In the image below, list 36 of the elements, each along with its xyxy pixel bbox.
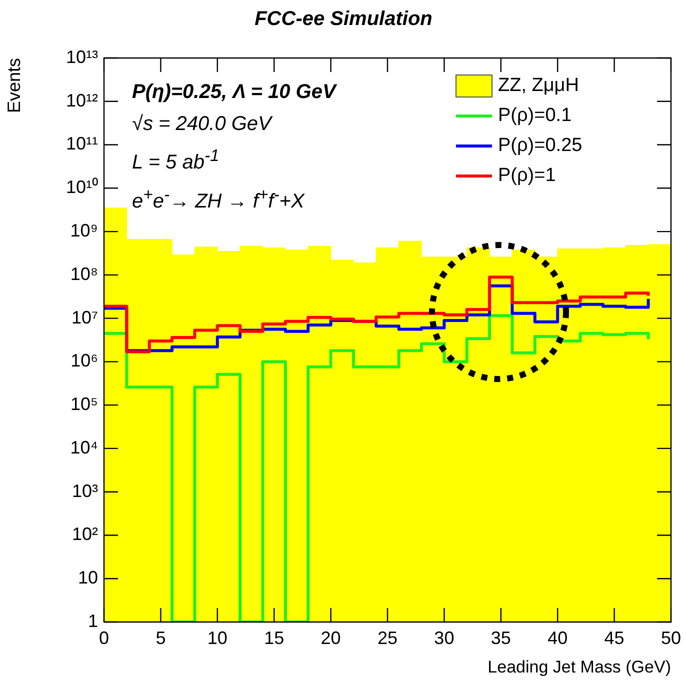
x-tick-label: 45 [604,628,624,648]
y-tick-label: 10 [78,568,98,588]
y-tick-label: 10¹² [66,90,98,110]
annotation: P(η)=0.25, Λ = 10 GeV [132,80,336,105]
y-tick-label: 10⁹ [70,220,98,241]
y-tick-label: 10⁵ [70,394,98,414]
legend-label: ZZ, ZμμH [498,75,579,96]
annotation: L = 5 ab$^{-1}$ [132,145,220,176]
x-tick-label: 25 [377,628,398,648]
text: e$^{+}$e$^{-}$→ ZH → f$^{+}$f$^{-}$+X [132,184,304,212]
x-tick-label: 5 [156,628,166,648]
y-tick-label: 10¹¹ [66,134,98,154]
x-tick-label: 10 [207,628,228,648]
y-tick-label: 10² [72,524,98,544]
chart-title: FCC-ee Simulation [254,8,434,31]
x-tick-label: 40 [548,628,568,648]
y-axis-title: Events [4,58,24,114]
y-tick-label: 10⁴ [70,437,98,458]
y-tick-label: 10³ [72,480,98,501]
y-tick-label: 10⁶ [70,350,98,371]
legend-label: P(ρ)=0.25 [498,135,582,156]
y-tick-label: 10¹³ [66,46,98,67]
y-tick-label: 10¹⁰ [66,177,98,198]
legend-label: P(ρ)=1 [498,165,556,186]
x-tick-label: 15 [264,628,284,648]
y-tick-label: 10⁷ [71,307,98,328]
x-tick-label: 0 [98,628,110,648]
legend-label: P(ρ)=0.1 [498,105,572,126]
x-tick-label: 50 [660,628,682,648]
x-tick-label: 30 [434,628,454,648]
y-tick-label: 10⁸ [70,264,98,284]
y-tick-label: 1 [88,610,98,631]
annotation: √s = 240.0 GeV [132,112,274,137]
x-tick-label: 35 [490,628,511,648]
x-axis-title: Leading Jet Mass (GeV) [488,657,671,676]
x-tick-label: 20 [320,628,341,648]
